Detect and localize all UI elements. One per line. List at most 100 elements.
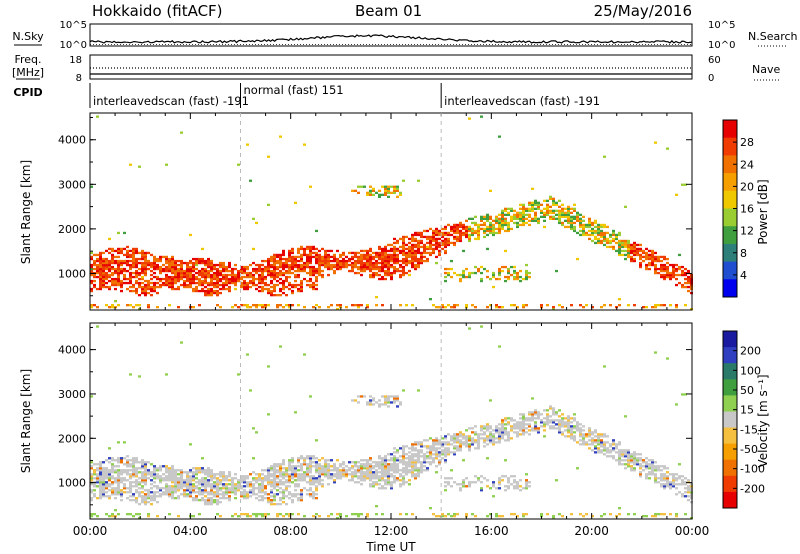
power-cell	[627, 251, 630, 255]
power-cell	[198, 269, 201, 273]
velocity-cell	[162, 465, 165, 468]
velocity-cell	[378, 483, 381, 486]
power-cell	[438, 249, 441, 253]
power-cell	[432, 229, 435, 233]
power-cell	[372, 275, 375, 279]
velocity-cell	[144, 477, 147, 480]
velocity-cell	[432, 449, 435, 452]
velocity-cell	[249, 389, 252, 392]
velocity-cell	[171, 467, 174, 470]
velocity-cell	[369, 459, 372, 462]
velocity-cell	[492, 441, 495, 444]
power-cell	[237, 163, 240, 166]
velocity-cell	[303, 479, 306, 482]
velocity-cell	[426, 467, 429, 470]
velocity-cell	[366, 475, 369, 478]
power-cell	[276, 259, 279, 263]
velocity-cell	[660, 465, 663, 468]
power-cell	[114, 259, 117, 263]
velocity-cell	[498, 481, 501, 484]
power-cell	[558, 199, 561, 202]
velocity-cell	[294, 483, 297, 486]
velocity-cell	[99, 461, 102, 464]
velocity-cell	[366, 467, 369, 470]
colorbar-tick-label: 100	[740, 364, 761, 377]
velocity-cell	[408, 459, 411, 462]
velocity-cell	[645, 465, 648, 468]
power-cell	[648, 263, 651, 267]
power-cell	[474, 223, 477, 227]
power-cell	[171, 259, 174, 263]
power-cell	[444, 233, 447, 237]
velocity-cell	[114, 497, 117, 500]
power-cell	[378, 257, 381, 261]
velocity-cell	[120, 481, 123, 484]
velocity-cell	[639, 459, 642, 462]
velocity-cell	[237, 483, 240, 486]
velocity-cell	[579, 431, 582, 434]
velocity-cell	[534, 425, 537, 428]
velocity-cell	[477, 477, 480, 480]
velocity-cell	[492, 485, 495, 488]
power-cell	[561, 221, 564, 225]
power-cell	[402, 235, 405, 239]
velocity-cell	[663, 487, 666, 490]
power-cell	[141, 261, 144, 265]
velocity-cell	[240, 493, 243, 496]
power-cell	[390, 185, 393, 188]
power-cell	[255, 269, 258, 273]
power-cell	[471, 304, 474, 307]
velocity-cell	[171, 477, 174, 480]
power-cell	[549, 215, 552, 218]
power-cell	[612, 245, 615, 249]
power-cell	[201, 279, 204, 283]
power-cell	[639, 257, 642, 261]
power-cell	[144, 255, 147, 259]
velocity-cell	[174, 491, 177, 494]
velocity-cell	[465, 443, 468, 446]
velocity-cell	[351, 477, 354, 480]
power-cell	[429, 251, 432, 255]
power-cell	[186, 263, 189, 267]
velocity-cell	[486, 425, 489, 428]
velocity-cell	[294, 475, 297, 478]
velocity-cell	[345, 469, 348, 472]
power-cell	[384, 269, 387, 273]
velocity-cell	[507, 477, 510, 480]
power-cell	[228, 287, 231, 291]
power-cell	[234, 263, 237, 267]
velocity-cell	[618, 451, 621, 454]
velocity-cell	[636, 459, 639, 462]
power-cell	[99, 261, 102, 265]
velocity-cell	[501, 437, 504, 440]
power-cell	[429, 235, 432, 239]
velocity-cell	[333, 469, 336, 472]
power-cell	[681, 183, 684, 186]
power-cell	[504, 249, 507, 253]
power-cell	[156, 281, 159, 285]
power-cell	[216, 273, 219, 277]
power-cell	[684, 281, 687, 285]
power-cell	[501, 223, 504, 227]
velocity-cell	[102, 489, 105, 492]
velocity-cell	[96, 325, 99, 328]
power-cell	[450, 267, 453, 271]
velocity-cell	[459, 449, 462, 452]
velocity-cell	[186, 489, 189, 492]
power-cell	[150, 265, 153, 269]
power-cell	[129, 253, 132, 257]
power-cell	[450, 227, 453, 231]
velocity-cell	[408, 451, 411, 454]
power-cell	[132, 249, 135, 253]
power-cell	[489, 231, 492, 235]
velocity-cell	[603, 513, 606, 516]
velocity-cell	[525, 479, 528, 482]
velocity-cell	[402, 451, 405, 454]
velocity-cell	[147, 495, 150, 498]
velocity-cell	[390, 395, 393, 398]
power-cell	[111, 257, 114, 261]
velocity-cell	[435, 465, 438, 468]
power-cell	[333, 257, 336, 261]
velocity-cell	[144, 493, 147, 496]
